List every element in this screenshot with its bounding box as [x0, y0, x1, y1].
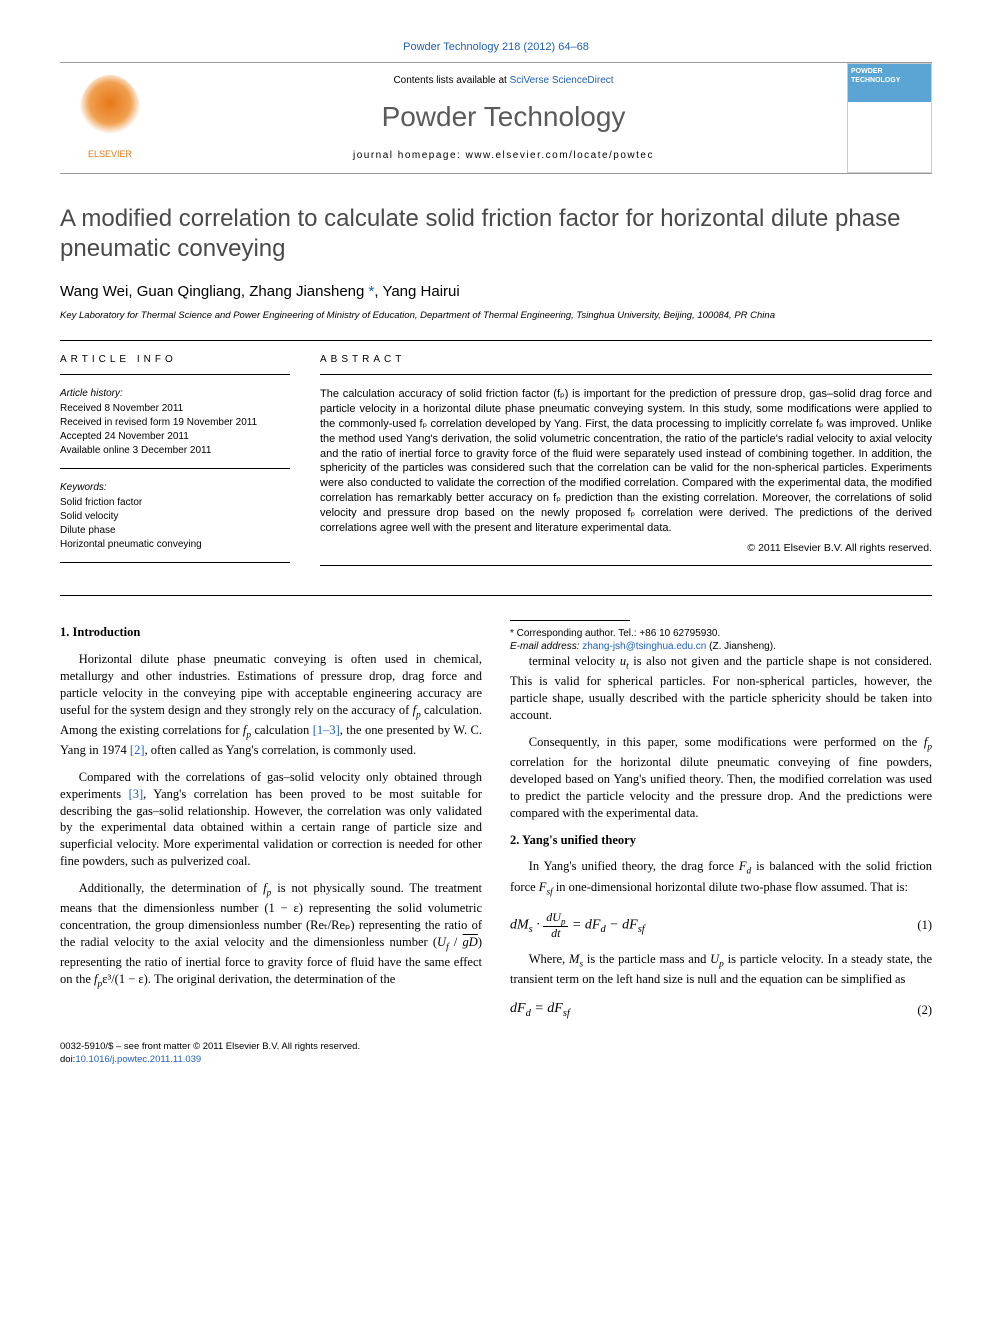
authors-part1: Wang Wei, Guan Qingliang, Zhang Jianshen…: [60, 283, 369, 300]
journal-header-box: ELSEVIER Contents lists available at Sci…: [60, 62, 932, 174]
ref-3[interactable]: [3]: [129, 787, 144, 801]
footnotes: * Corresponding author. Tel.: +86 10 627…: [510, 627, 932, 653]
s1-p5: Consequently, in this paper, some modifi…: [510, 734, 932, 822]
article-info-heading: article info: [60, 353, 290, 366]
s1p5-a: Consequently, in this paper, some modifi…: [529, 735, 924, 749]
s2p2-a: Where,: [529, 952, 569, 966]
equation-2: dFd = dFsf: [510, 1000, 570, 1021]
keywords-label: Keywords:: [60, 481, 290, 494]
abstract-text: The calculation accuracy of solid fricti…: [320, 387, 932, 535]
s2-p2: Where, Ms is the particle mass and Up is…: [510, 951, 932, 988]
abstract-top-rule: [320, 374, 932, 375]
info-rule: [60, 374, 290, 375]
history-revised: Received in revised form 19 November 201…: [60, 416, 290, 429]
body-columns: 1. Introduction Horizontal dilute phase …: [60, 620, 932, 1021]
equation-1-row: dMs · dUpdt = dFd − dFsf (1): [510, 911, 932, 939]
elsevier-logo: ELSEVIER: [60, 63, 160, 173]
elsevier-label: ELSEVIER: [88, 149, 132, 161]
equation-2-number: (2): [917, 1002, 932, 1019]
history-received: Received 8 November 2011: [60, 402, 290, 415]
journal-center: Contents lists available at SciVerse Sci…: [160, 64, 847, 172]
citation-header: Powder Technology 218 (2012) 64–68: [60, 40, 932, 54]
footnote-corresponding: * Corresponding author. Tel.: +86 10 627…: [510, 627, 932, 640]
page-footer: 0032-5910/$ – see front matter © 2011 El…: [60, 1041, 932, 1066]
article-title: A modified correlation to calculate soli…: [60, 204, 932, 264]
ref-1-3[interactable]: [1–3]: [313, 723, 340, 737]
affiliation: Key Laboratory for Thermal Science and P…: [60, 310, 932, 322]
footer-doi-line: doi:10.1016/j.powtec.2011.11.039: [60, 1054, 360, 1066]
contents-prefix: Contents lists available at: [393, 75, 509, 86]
s1p1-a: Horizontal dilute phase pneumatic convey…: [60, 652, 482, 717]
abstract-bottom-rule: [320, 565, 932, 566]
s2p2-b: is the particle mass and: [583, 952, 710, 966]
ref-2[interactable]: [2]: [130, 743, 145, 757]
s1-p4: terminal velocity ut is also not given a…: [510, 653, 932, 724]
doi-prefix: doi:: [60, 1054, 75, 1065]
rule-top: [60, 340, 932, 341]
journal-homepage: journal homepage: www.elsevier.com/locat…: [160, 149, 847, 162]
main-rule: [60, 595, 932, 596]
keyword-1: Solid velocity: [60, 510, 290, 523]
equation-2-row: dFd = dFsf (2): [510, 1000, 932, 1021]
journal-name: Powder Technology: [160, 99, 847, 135]
info-abstract-row: article info Article history: Received 8…: [60, 353, 932, 575]
s1p1-e: , often called as Yang's correlation, is…: [145, 743, 417, 757]
s1-p2: Compared with the correlations of gas–so…: [60, 769, 482, 870]
history-online: Available online 3 December 2011: [60, 444, 290, 457]
cover-thumbnail: POWDER TECHNOLOGY: [847, 63, 932, 173]
s1p3-a: Additionally, the determination of: [79, 881, 263, 895]
s1-p1: Horizontal dilute phase pneumatic convey…: [60, 651, 482, 759]
footnote-rule: [510, 620, 630, 621]
cover-thumb-title: POWDER TECHNOLOGY: [851, 67, 928, 85]
section-1-heading: 1. Introduction: [60, 624, 482, 641]
s2p1-c: in one-dimensional horizontal dilute two…: [553, 880, 908, 894]
s1p5-b: correlation for the horizontal dilute pn…: [510, 755, 932, 820]
footnote-email-tail: (Z. Jiansheng).: [706, 641, 775, 652]
elsevier-tree-icon: [80, 75, 140, 145]
s2-p1: In Yang's unified theory, the drag force…: [510, 858, 932, 898]
authors-part2: , Yang Hairui: [374, 283, 459, 300]
contents-line: Contents lists available at SciVerse Sci…: [160, 74, 847, 87]
abstract-heading: abstract: [320, 353, 932, 366]
abstract-copyright: © 2011 Elsevier B.V. All rights reserved…: [320, 542, 932, 556]
author-line: Wang Wei, Guan Qingliang, Zhang Jianshen…: [60, 282, 932, 302]
abstract-col: abstract The calculation accuracy of sol…: [320, 353, 932, 575]
s1-p3: Additionally, the determination of fp is…: [60, 880, 482, 991]
s1p4-a: terminal velocity: [529, 654, 620, 668]
keyword-0: Solid friction factor: [60, 496, 290, 509]
s1p3-d: ε³/(1 − ε). The original derivation, the…: [102, 972, 395, 986]
s1p1-c: calculation: [251, 723, 313, 737]
footnote-block: * Corresponding author. Tel.: +86 10 627…: [510, 620, 932, 653]
equation-1: dMs · dUpdt = dFd − dFsf: [510, 911, 645, 939]
article-history-block: Article history: Received 8 November 201…: [60, 387, 290, 469]
article-info-col: article info Article history: Received 8…: [60, 353, 290, 575]
footnote-email-label: E-mail address:: [510, 641, 582, 652]
keyword-3: Horizontal pneumatic conveying: [60, 538, 290, 551]
keywords-block: Keywords: Solid friction factor Solid ve…: [60, 481, 290, 563]
keyword-2: Dilute phase: [60, 524, 290, 537]
footer-left: 0032-5910/$ – see front matter © 2011 El…: [60, 1041, 360, 1066]
footnote-email-link[interactable]: zhang-jsh@tsinghua.edu.cn: [582, 641, 706, 652]
s2p1-a: In Yang's unified theory, the drag force: [529, 859, 739, 873]
equation-1-number: (1): [917, 917, 932, 934]
section-2-heading: 2. Yang's unified theory: [510, 832, 932, 849]
history-label: Article history:: [60, 387, 290, 400]
history-accepted: Accepted 24 November 2011: [60, 430, 290, 443]
footer-copyright: 0032-5910/$ – see front matter © 2011 El…: [60, 1041, 360, 1053]
sciencedirect-link[interactable]: SciVerse ScienceDirect: [510, 75, 614, 86]
footnote-email-line: E-mail address: zhang-jsh@tsinghua.edu.c…: [510, 640, 932, 653]
doi-link[interactable]: 10.1016/j.powtec.2011.11.039: [75, 1054, 201, 1065]
